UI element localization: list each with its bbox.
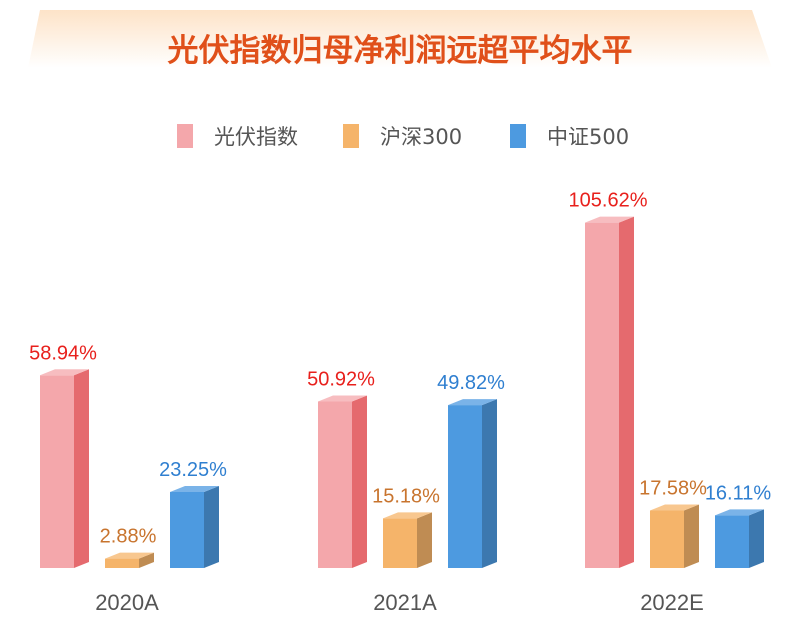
bar-side	[684, 504, 699, 568]
bar-side	[482, 399, 497, 568]
bar-top	[585, 216, 634, 223]
bar-side	[204, 485, 219, 568]
bar-front	[448, 405, 482, 568]
bar-side	[352, 395, 367, 568]
data-label: 50.92%	[307, 368, 375, 390]
bar-front	[170, 491, 204, 568]
legend-swatch	[510, 124, 526, 148]
category-label: 2021A	[373, 590, 437, 615]
data-label: 49.82%	[437, 372, 505, 394]
title-banner	[28, 10, 772, 68]
category-labels: 2020A 2021A 2022E	[95, 590, 704, 615]
bar-top	[448, 399, 497, 406]
bar-side	[139, 552, 154, 568]
bar-top	[383, 512, 432, 519]
category-label: 2022E	[640, 590, 704, 615]
bar-top	[170, 485, 219, 492]
bar-top	[715, 509, 764, 516]
data-label: 2.88%	[100, 526, 157, 548]
legend-label: 光伏指数	[214, 125, 298, 149]
bar-front	[318, 401, 352, 568]
legend-label: 沪深300	[380, 125, 462, 149]
data-label: 105.62%	[569, 190, 648, 212]
bar-top	[105, 552, 154, 559]
bar-top	[650, 504, 699, 511]
bar-top	[40, 369, 89, 376]
bar-front	[383, 518, 417, 568]
data-label: 15.18%	[372, 485, 440, 507]
data-label: 58.94%	[29, 342, 97, 364]
bar-top	[318, 395, 367, 402]
bar-front	[40, 375, 74, 568]
data-label: 17.58%	[639, 478, 707, 500]
bar-side	[749, 509, 764, 568]
data-label: 23.25%	[159, 459, 227, 481]
bar-side	[74, 369, 89, 568]
legend: 光伏指数 沪深300 中证500	[177, 124, 629, 149]
bar-front	[105, 558, 139, 568]
bar-front	[715, 515, 749, 568]
category-label: 2020A	[95, 590, 159, 615]
bar-front	[650, 510, 684, 568]
data-label: 16.11%	[705, 482, 772, 504]
bars: 58.94% 2.88% 23.25% 50.92% 15.18% 49.82% 105.6…	[29, 190, 771, 568]
bar-side	[417, 512, 432, 568]
legend-swatch	[343, 124, 359, 148]
legend-swatch	[177, 124, 193, 148]
chart-title: 光伏指数归母净利润远超平均水平	[168, 33, 633, 69]
legend-label: 中证500	[547, 125, 629, 149]
bar-front	[585, 222, 619, 568]
bar-side	[619, 216, 634, 568]
